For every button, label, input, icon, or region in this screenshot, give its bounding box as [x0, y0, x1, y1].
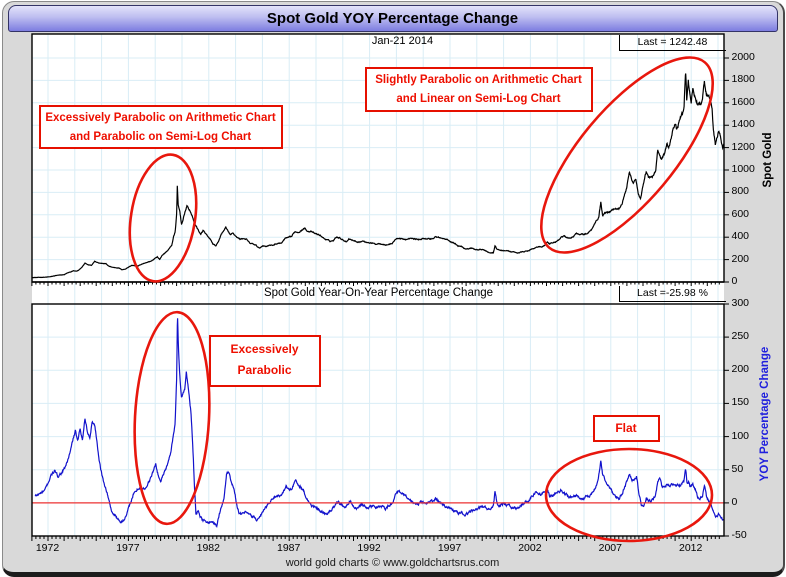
spot-gold-line: [31, 73, 724, 279]
year-tick-label: 1977: [116, 542, 140, 554]
annotation-excessively-parabolic-yoy-box: Excessively Parabolic: [208, 335, 321, 387]
spot-gold-axis-title: Spot Gold: [761, 132, 774, 188]
page-title: Spot Gold YOY Percentage Change: [266, 10, 519, 27]
annotation-excessively-parabolic-box: Excessively Parabolic on Arithmetic Char…: [38, 105, 283, 149]
gold-ytick-label: 1600: [731, 95, 755, 108]
gold-ytick-label: 0: [731, 275, 738, 287]
title-bar: Spot Gold YOY Percentage Change: [7, 5, 778, 32]
year-tick-label: 2012: [679, 542, 703, 554]
footer-credit: world gold charts © www.goldchartsrus.co…: [285, 557, 500, 569]
annotation-line: Excessively Parabolic on Arithmetic Char…: [45, 112, 276, 124]
annotation-line: Parabolic: [237, 363, 292, 377]
yoy-ytick-label: 150: [731, 396, 750, 409]
ellipse-2000s-rise-price: [539, 56, 714, 254]
yoy-axis-title: YOY Percentage Change: [758, 346, 771, 482]
gold-ytick-label: 600: [731, 207, 750, 220]
gold-ytick-label: 1000: [731, 163, 755, 175]
year-tick-label: 1972: [35, 542, 60, 554]
annotation-line: Slightly Parabolic on Arithmetic Chart: [375, 74, 582, 86]
year-tick-label: 2002: [518, 542, 542, 554]
gold-ytick-label: 200: [731, 252, 750, 265]
yoy-ytick-label: -50: [731, 529, 747, 541]
yoy-line: [34, 318, 724, 529]
annotation-flat-box: Flat: [592, 415, 660, 442]
gold-ytick-label: 1200: [731, 140, 755, 153]
gold-ytick-label: 800: [731, 185, 750, 198]
year-tick-label: 2007: [598, 542, 622, 554]
bottom-panel-title: Spot Gold Year-On-Year Percentage Change: [263, 287, 494, 299]
gold-ytick-label: 2000: [731, 51, 755, 63]
yoy-ytick-label: 250: [731, 330, 750, 343]
year-tick-label: 1992: [357, 542, 381, 554]
yoy-ytick-label: 100: [731, 429, 750, 442]
gold-last-value-label: Last = 1242.48: [618, 35, 726, 51]
ellipse-flat-yoy: [544, 447, 713, 543]
yoy-ytick-label: 0: [731, 495, 738, 508]
yoy-ytick-label: 50: [731, 462, 744, 475]
yoy-ytick-label: 300: [731, 297, 750, 309]
annotation-line: and Parabolic on Semi-Log Chart: [69, 131, 252, 143]
year-tick-label: 1997: [437, 542, 462, 554]
gold-ytick-label: 1800: [731, 73, 755, 86]
ellipse-1980-spike-yoy: [132, 310, 211, 526]
annotation-slightly-parabolic-box: Slightly Parabolic on Arithmetic Chart a…: [364, 67, 593, 112]
yoy-last-value-label: Last =-25.98 %: [618, 286, 726, 302]
annotation-line: Excessively: [230, 342, 299, 356]
year-tick-label: 1987: [277, 542, 301, 554]
ellipse-1980-spike-price: [128, 153, 197, 283]
gold-ytick-label: 1400: [731, 118, 755, 131]
chart-date-label: Jan-21 2014: [371, 35, 434, 47]
yoy-ytick-label: 200: [731, 363, 750, 376]
gold-ytick-label: 400: [731, 230, 750, 243]
year-tick-label: 1982: [196, 542, 220, 554]
annotation-line: Flat: [615, 421, 637, 435]
annotation-line: and Linear on Semi-Log Chart: [396, 93, 561, 105]
annotation-ellipses: [128, 56, 714, 543]
